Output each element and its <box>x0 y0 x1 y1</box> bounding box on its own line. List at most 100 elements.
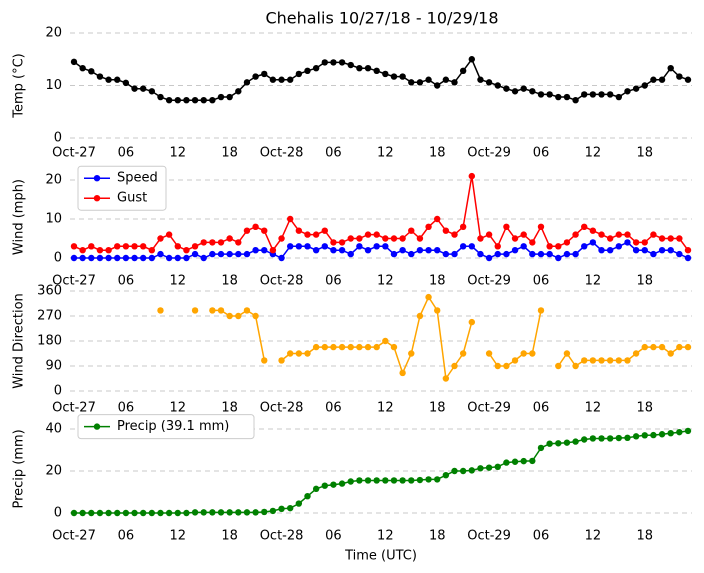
x-tick-label: Oct-29 <box>467 146 511 161</box>
x-tick-label: 06 <box>118 274 135 289</box>
data-point <box>217 239 225 246</box>
y-axis-label: Wind Direction <box>12 293 27 389</box>
data-point <box>503 223 510 230</box>
data-point <box>79 64 86 72</box>
data-point <box>658 247 666 254</box>
data-point <box>390 477 398 484</box>
data-point <box>304 67 311 75</box>
data-point <box>442 76 450 83</box>
data-point <box>572 250 579 258</box>
data-point <box>295 70 303 78</box>
data-point <box>684 427 692 435</box>
data-point <box>589 435 597 442</box>
x-tick-label: 12 <box>377 274 394 289</box>
data-point <box>442 472 450 479</box>
data-point <box>658 431 666 438</box>
data-point <box>338 239 346 246</box>
data-point <box>684 343 692 351</box>
data-point <box>347 235 354 242</box>
data-point <box>399 477 406 484</box>
data-point <box>459 223 467 230</box>
y-tick-label: 0 <box>54 251 62 266</box>
data-point <box>330 247 337 254</box>
data-point <box>503 85 510 92</box>
data-point <box>226 93 233 101</box>
data-point <box>148 509 156 517</box>
data-point <box>658 235 666 242</box>
data-point <box>581 436 588 443</box>
data-point <box>286 243 294 250</box>
data-point <box>382 477 389 484</box>
data-point <box>408 477 415 484</box>
data-point <box>477 235 484 242</box>
x-tick-label: 18 <box>221 146 238 161</box>
data-point <box>650 343 657 351</box>
data-point <box>79 254 86 262</box>
y-tick-label: 10 <box>45 212 62 227</box>
data-point <box>347 343 354 351</box>
data-point <box>598 231 605 238</box>
data-point <box>555 243 562 250</box>
data-point <box>139 85 147 92</box>
data-point <box>88 509 95 517</box>
data-point <box>347 478 354 485</box>
data-point <box>667 430 674 437</box>
x-tick-label: 18 <box>429 529 446 544</box>
data-point <box>485 231 493 238</box>
data-point <box>425 247 432 254</box>
data-point <box>286 504 294 512</box>
x-tick-label: 06 <box>533 146 550 161</box>
data-point <box>434 215 441 223</box>
data-point <box>312 247 320 254</box>
data-point <box>641 432 648 439</box>
data-point <box>390 343 398 351</box>
x-tick-label: Oct-27 <box>52 146 96 161</box>
data-point <box>537 91 545 98</box>
data-point <box>399 369 406 377</box>
data-point <box>520 350 527 357</box>
data-point <box>641 239 648 246</box>
data-point <box>650 431 657 439</box>
data-point <box>632 85 640 92</box>
x-tick-label: Oct-28 <box>260 401 304 416</box>
data-point <box>286 215 294 223</box>
x-tick-label: 06 <box>533 401 550 416</box>
data-point <box>598 357 605 364</box>
data-point <box>217 509 225 516</box>
data-point <box>615 434 623 442</box>
data-point <box>624 357 631 364</box>
data-point <box>390 73 398 80</box>
data-point <box>356 343 363 351</box>
legend-marker <box>93 195 101 202</box>
data-point <box>338 247 346 254</box>
data-point <box>252 73 259 80</box>
data-point <box>373 477 380 484</box>
data-point <box>658 343 666 351</box>
data-point <box>356 235 363 242</box>
data-point <box>96 73 104 80</box>
data-point <box>373 343 380 351</box>
data-point <box>157 93 164 101</box>
data-point <box>191 243 199 250</box>
data-point <box>269 507 277 515</box>
data-point <box>356 64 363 72</box>
data-point <box>606 435 614 442</box>
data-point <box>684 76 692 83</box>
data-point <box>520 231 527 238</box>
data-point <box>589 91 597 98</box>
data-point <box>174 243 181 250</box>
x-tick-label: 12 <box>170 401 187 416</box>
x-tick-label: 06 <box>325 146 342 161</box>
data-point <box>373 243 380 250</box>
data-point <box>676 73 683 80</box>
data-point <box>546 440 553 447</box>
data-point <box>589 239 597 246</box>
data-point <box>459 243 467 250</box>
data-point <box>485 79 493 86</box>
data-point <box>477 465 484 472</box>
data-point <box>624 88 631 95</box>
data-point <box>511 247 519 254</box>
data-point <box>615 93 623 101</box>
data-point <box>364 477 372 484</box>
